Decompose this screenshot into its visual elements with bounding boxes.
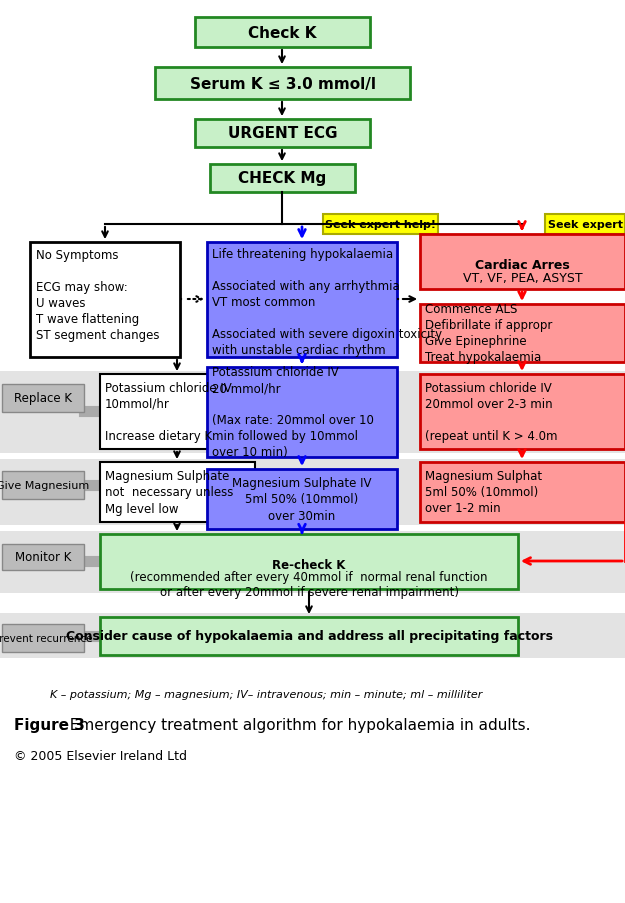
Bar bbox=[0, 460, 625, 526]
Text: Prevent recurrence: Prevent recurrence bbox=[0, 633, 92, 643]
Text: Serum K ≤ 3.0 mmol/l: Serum K ≤ 3.0 mmol/l bbox=[189, 77, 376, 91]
FancyBboxPatch shape bbox=[2, 545, 84, 571]
Text: Replace K: Replace K bbox=[14, 392, 72, 405]
Text: Figure 3: Figure 3 bbox=[14, 717, 85, 732]
Text: VT, VF, PEA, ASYST: VT, VF, PEA, ASYST bbox=[462, 272, 582, 284]
Text: Give Magnesium: Give Magnesium bbox=[0, 480, 89, 490]
Text: K – potassium; Mg – magnesium; IV– intravenous; min – minute; ml – milliliter: K – potassium; Mg – magnesium; IV– intra… bbox=[50, 689, 483, 699]
Text: Potassium chloride IV
10mmol/hr

Increase dietary K: Potassium chloride IV 10mmol/hr Increase… bbox=[105, 382, 232, 442]
Text: Seek expert help!: Seek expert help! bbox=[325, 219, 436, 229]
Text: Potassium chloride IV
20 mmol/hr

(Max rate: 20mmol over 10
min followed by 10mm: Potassium chloride IV 20 mmol/hr (Max ra… bbox=[212, 366, 374, 459]
Text: Magnesium Sulphate IV
5ml 50% (10mmol)
over 30min: Magnesium Sulphate IV 5ml 50% (10mmol) o… bbox=[232, 477, 372, 522]
FancyBboxPatch shape bbox=[195, 120, 370, 148]
FancyBboxPatch shape bbox=[2, 385, 84, 413]
FancyBboxPatch shape bbox=[155, 68, 410, 100]
FancyBboxPatch shape bbox=[30, 243, 180, 358]
Bar bbox=[0, 613, 625, 658]
Text: CHECK Mg: CHECK Mg bbox=[238, 172, 327, 186]
FancyBboxPatch shape bbox=[100, 535, 518, 590]
FancyBboxPatch shape bbox=[195, 18, 370, 48]
Text: © 2005 Elsevier Ireland Ltd: © 2005 Elsevier Ireland Ltd bbox=[14, 749, 187, 762]
Text: URGENT ECG: URGENT ECG bbox=[228, 126, 338, 142]
FancyBboxPatch shape bbox=[2, 471, 84, 499]
Text: Cardiac Arres: Cardiac Arres bbox=[475, 259, 570, 272]
FancyBboxPatch shape bbox=[420, 375, 625, 450]
FancyBboxPatch shape bbox=[420, 462, 625, 523]
Text: Consider cause of hypokalaemia and address all precipitating factors: Consider cause of hypokalaemia and addre… bbox=[66, 629, 552, 643]
FancyBboxPatch shape bbox=[420, 304, 625, 363]
Text: Magnesium Sulphat
5ml 50% (10mmol)
over 1-2 min: Magnesium Sulphat 5ml 50% (10mmol) over … bbox=[425, 470, 542, 515]
Text: Life threatening hypokalaemia

Associated with any arrhythmia
VT most common

As: Life threatening hypokalaemia Associated… bbox=[212, 247, 442, 357]
FancyBboxPatch shape bbox=[100, 462, 255, 523]
FancyBboxPatch shape bbox=[100, 375, 255, 450]
Text: Re-check K: Re-check K bbox=[272, 559, 346, 572]
Text: Magnesium Sulphate
not  necessary unless
Mg level low: Magnesium Sulphate not necessary unless … bbox=[105, 470, 233, 515]
FancyBboxPatch shape bbox=[323, 215, 438, 235]
Text: . Emergency treatment algorithm for hypokalaemia in adults.: . Emergency treatment algorithm for hypo… bbox=[60, 717, 531, 732]
Bar bbox=[0, 372, 625, 453]
FancyBboxPatch shape bbox=[210, 165, 355, 192]
Text: Potassium chloride IV
20mmol over 2-3 min

(repeat until K > 4.0m: Potassium chloride IV 20mmol over 2-3 mi… bbox=[425, 382, 558, 442]
FancyBboxPatch shape bbox=[207, 368, 397, 458]
Text: Check K: Check K bbox=[248, 25, 317, 41]
Bar bbox=[0, 531, 625, 593]
FancyBboxPatch shape bbox=[2, 624, 84, 652]
FancyBboxPatch shape bbox=[207, 470, 397, 529]
Text: Monitor K: Monitor K bbox=[15, 551, 71, 563]
Text: Commence ALS
Defibrillate if appropr
Give Epinephrine
Treat hypokalaemia: Commence ALS Defibrillate if appropr Giv… bbox=[425, 303, 552, 364]
FancyBboxPatch shape bbox=[420, 235, 625, 290]
Text: No Symptoms

ECG may show:
U waves
T wave flattening
ST segment changes: No Symptoms ECG may show: U waves T wave… bbox=[36, 248, 159, 341]
FancyBboxPatch shape bbox=[207, 243, 397, 358]
FancyBboxPatch shape bbox=[100, 618, 518, 656]
Text: Seek expert: Seek expert bbox=[548, 219, 622, 229]
Text: (recommended after every 40mmol if  normal renal function
or after every 20mmol : (recommended after every 40mmol if norma… bbox=[130, 571, 488, 599]
FancyBboxPatch shape bbox=[545, 215, 625, 235]
